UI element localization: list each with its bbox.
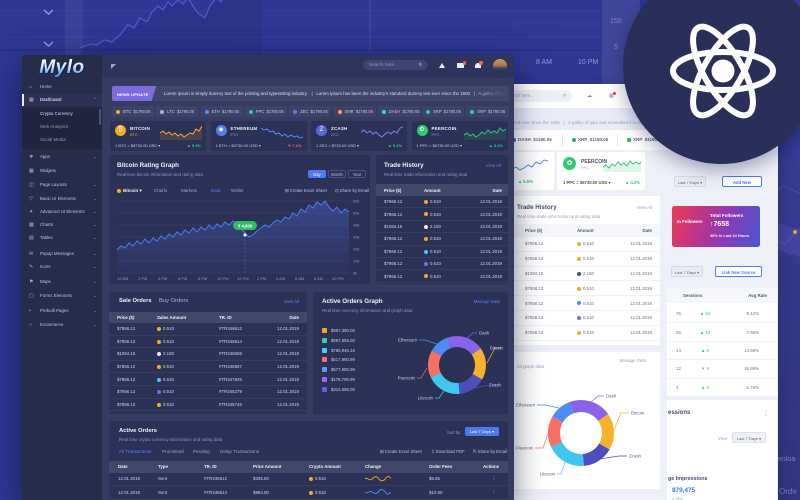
svg-text:Peercoin: Peercoin bbox=[398, 376, 416, 381]
svg-text:Zcash: Zcash bbox=[629, 454, 642, 459]
svg-text:10 PM: 10 PM bbox=[332, 276, 344, 281]
svg-text:12 AM: 12 AM bbox=[117, 276, 128, 281]
svg-text:10 PM: 10 PM bbox=[217, 276, 229, 281]
svg-text:2 PM: 2 PM bbox=[138, 276, 147, 281]
svg-text:8 AM: 8 AM bbox=[314, 276, 323, 281]
svg-text:Litecoin: Litecoin bbox=[540, 472, 556, 477]
svg-text:15k: 15k bbox=[353, 259, 359, 264]
svg-text:4 PM: 4 PM bbox=[158, 276, 167, 281]
svg-text:Ethereum: Ethereum bbox=[398, 338, 417, 343]
svg-text:Dash: Dash bbox=[606, 394, 617, 399]
svg-text:5k: 5k bbox=[353, 271, 357, 276]
svg-text:55k: 55k bbox=[353, 211, 359, 216]
svg-text:Bitcoin: Bitcoin bbox=[631, 411, 645, 416]
svg-text:65k: 65k bbox=[353, 199, 359, 204]
svg-text:Dash: Dash bbox=[479, 331, 490, 336]
svg-text:12 PM: 12 PM bbox=[237, 276, 249, 281]
svg-text:6 AM: 6 AM bbox=[295, 276, 304, 281]
svg-text:₹ 4,600: ₹ 4,600 bbox=[238, 223, 253, 228]
svg-text:8 PM: 8 PM bbox=[198, 276, 207, 281]
svg-text:35k: 35k bbox=[353, 235, 359, 240]
svg-text:Zcash: Zcash bbox=[489, 383, 502, 388]
svg-text:Bitcoin: Bitcoin bbox=[490, 346, 504, 351]
svg-text:25k: 25k bbox=[353, 247, 359, 252]
svg-text:2 PM: 2 PM bbox=[257, 276, 266, 281]
svg-text:Ethereum: Ethereum bbox=[516, 403, 535, 408]
svg-text:45k: 45k bbox=[353, 223, 359, 228]
svg-text:4 AM: 4 AM bbox=[276, 276, 285, 281]
svg-text:6 PM: 6 PM bbox=[178, 276, 187, 281]
svg-text:Litecoin: Litecoin bbox=[418, 396, 434, 401]
svg-text:Freecoin: Freecoin bbox=[516, 446, 534, 451]
